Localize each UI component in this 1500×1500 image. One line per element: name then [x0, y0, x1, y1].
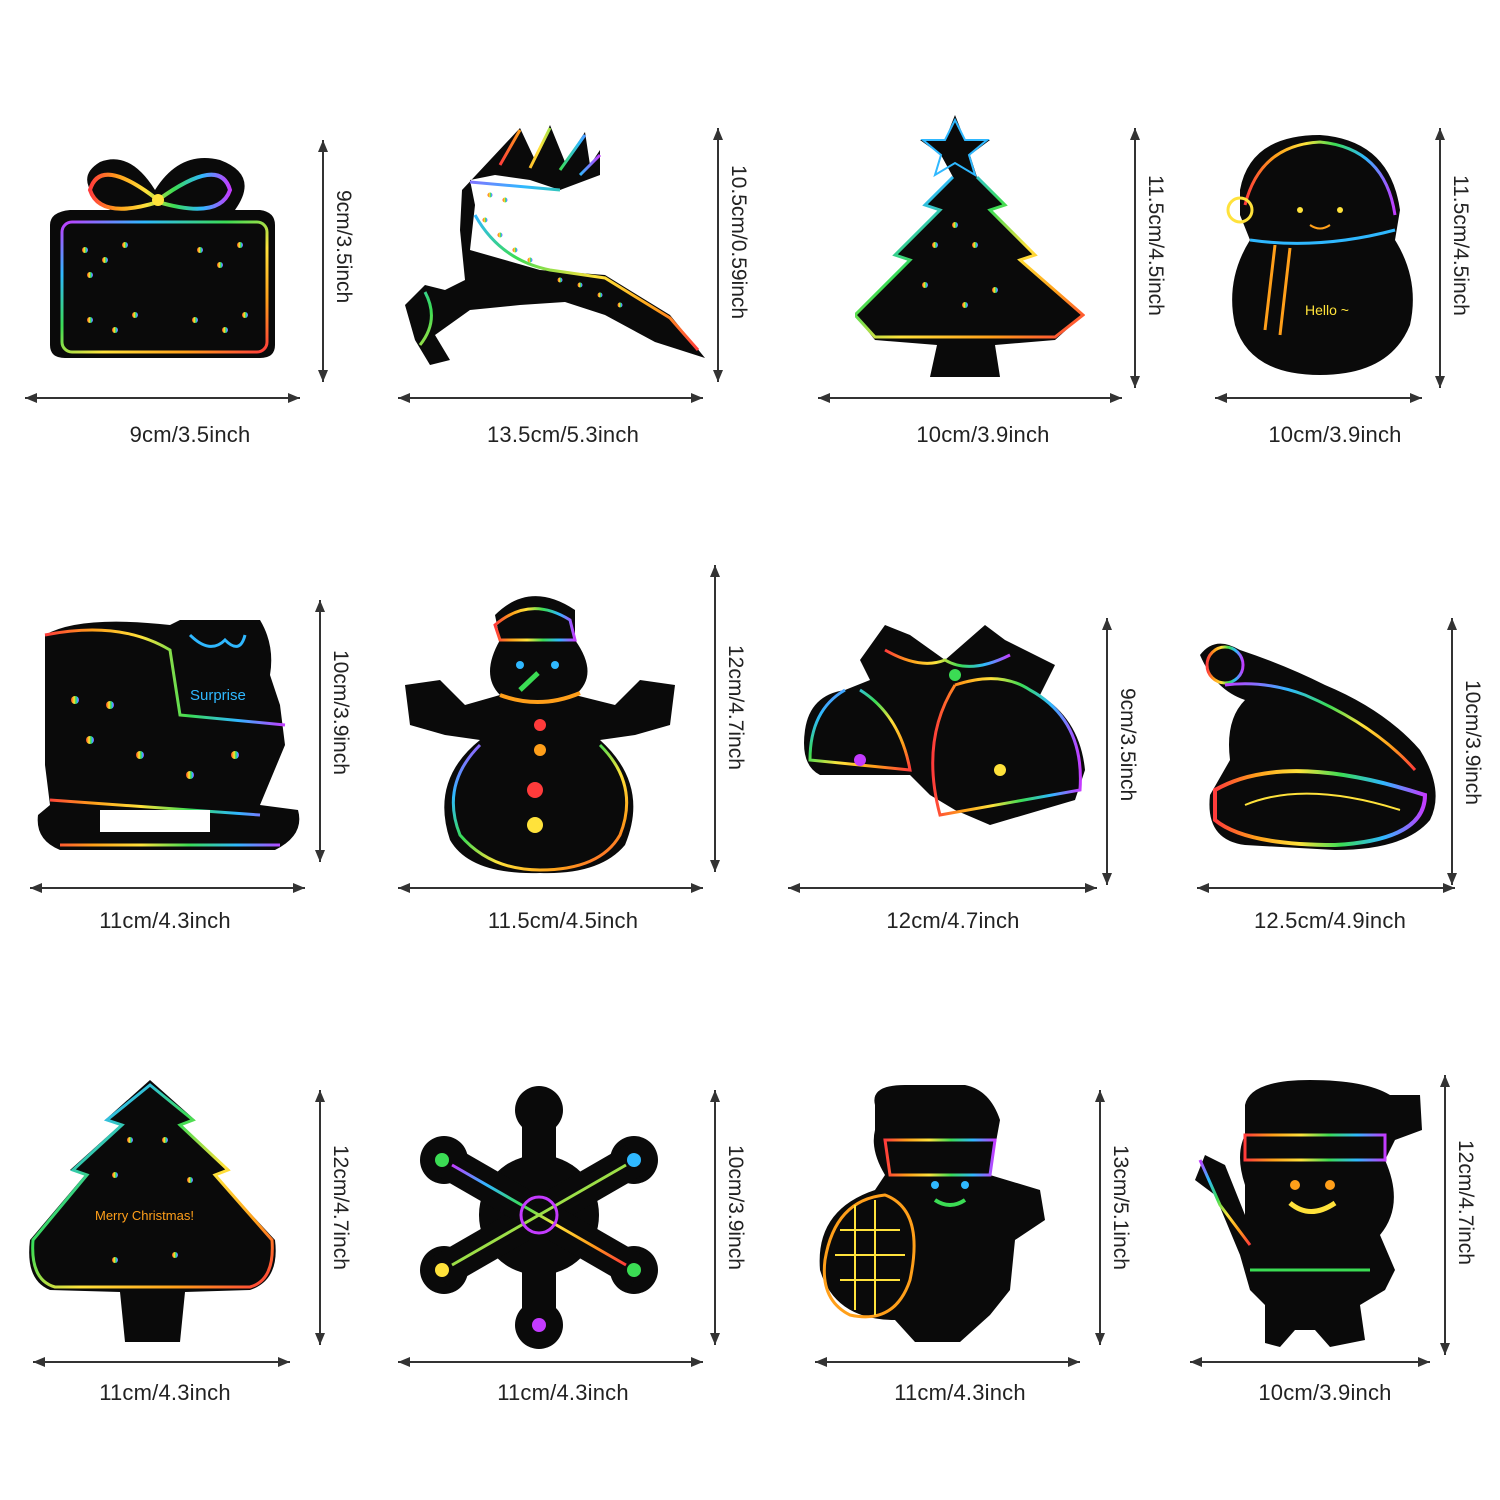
- width-label: 10cm/3.9inch: [1258, 1380, 1392, 1405]
- height-arrow: [1440, 1075, 1450, 1355]
- width-label: 12.5cm/4.9inch: [1254, 908, 1406, 933]
- hello-text: Hello ~: [1305, 302, 1349, 318]
- width-label: 9cm/3.5inch: [129, 422, 251, 447]
- height-arrow: [1447, 618, 1457, 885]
- width-arrow: [1215, 393, 1422, 403]
- height-label: 10cm/3.9inch: [329, 650, 352, 775]
- height-arrow: [1095, 1090, 1105, 1345]
- width-arrow: [818, 393, 1122, 403]
- height-label: 10cm/3.9inch: [724, 1145, 747, 1270]
- tree-star-icon: [855, 115, 1085, 377]
- width-label: 11cm/4.3inch: [99, 1380, 231, 1405]
- surprise-text: Surprise: [190, 687, 246, 704]
- snowflake-icon: [420, 1086, 658, 1349]
- santa-sack-icon: [819, 1085, 1045, 1342]
- width-label: 11cm/4.3inch: [497, 1380, 629, 1405]
- width-arrow: [25, 393, 300, 403]
- width-arrow: [1197, 883, 1455, 893]
- width-label: 11cm/4.3inch: [99, 908, 231, 933]
- height-label: 9cm/3.5inch: [1116, 688, 1139, 802]
- height-label: 9cm/3.5inch: [332, 190, 355, 304]
- width-label: 12cm/4.7inch: [886, 908, 1020, 933]
- width-arrow: [815, 1357, 1080, 1367]
- snowman-icon: [405, 596, 675, 874]
- height-arrow: [1102, 618, 1112, 885]
- height-label: 10cm/3.9inch: [1461, 680, 1484, 805]
- height-label: 10.5cm/0.59inch: [727, 165, 750, 320]
- width-label: 10cm/3.9inch: [916, 422, 1050, 447]
- gift-icon: [50, 158, 275, 358]
- width-arrow: [33, 1357, 290, 1367]
- snowman-head-icon: Hello ~: [1226, 135, 1413, 375]
- bells-icon: [804, 625, 1085, 825]
- width-label: 11.5cm/4.5inch: [487, 908, 639, 933]
- height-arrow: [1435, 128, 1445, 388]
- height-arrow: [318, 140, 328, 382]
- width-label: 13.5cm/5.3inch: [487, 422, 639, 447]
- width-arrow: [398, 1357, 703, 1367]
- height-arrow: [710, 565, 720, 872]
- height-label: 11.5cm/4.5inch: [1449, 175, 1472, 316]
- width-arrow: [30, 883, 305, 893]
- width-label: 11cm/4.3inch: [894, 1380, 1026, 1405]
- height-arrow: [710, 1090, 720, 1345]
- height-arrow: [315, 1090, 325, 1345]
- width-label: 10cm/3.9inch: [1268, 422, 1402, 447]
- height-label: 13cm/5.1inch: [1109, 1145, 1132, 1270]
- merry-christmas-text: Merry Christmas!: [95, 1208, 194, 1223]
- sleigh-icon: Surprise: [37, 620, 300, 850]
- height-arrow: [1130, 128, 1140, 388]
- height-label: 12cm/4.7inch: [329, 1145, 352, 1270]
- height-label: 11.5cm/4.5inch: [1144, 175, 1167, 316]
- tree-icon: Merry Christmas!: [29, 1080, 276, 1342]
- width-arrow: [1190, 1357, 1430, 1367]
- height-arrow: [713, 128, 723, 382]
- waving-santa-icon: [1195, 1080, 1422, 1347]
- height-label: 12cm/4.7inch: [724, 645, 747, 770]
- width-arrow: [788, 883, 1097, 893]
- height-arrow: [315, 600, 325, 862]
- width-arrow: [398, 393, 703, 403]
- reindeer-icon: [405, 125, 705, 365]
- hat-icon: [1200, 643, 1436, 850]
- height-label: 12cm/4.7inch: [1454, 1140, 1477, 1265]
- width-arrow: [398, 883, 703, 893]
